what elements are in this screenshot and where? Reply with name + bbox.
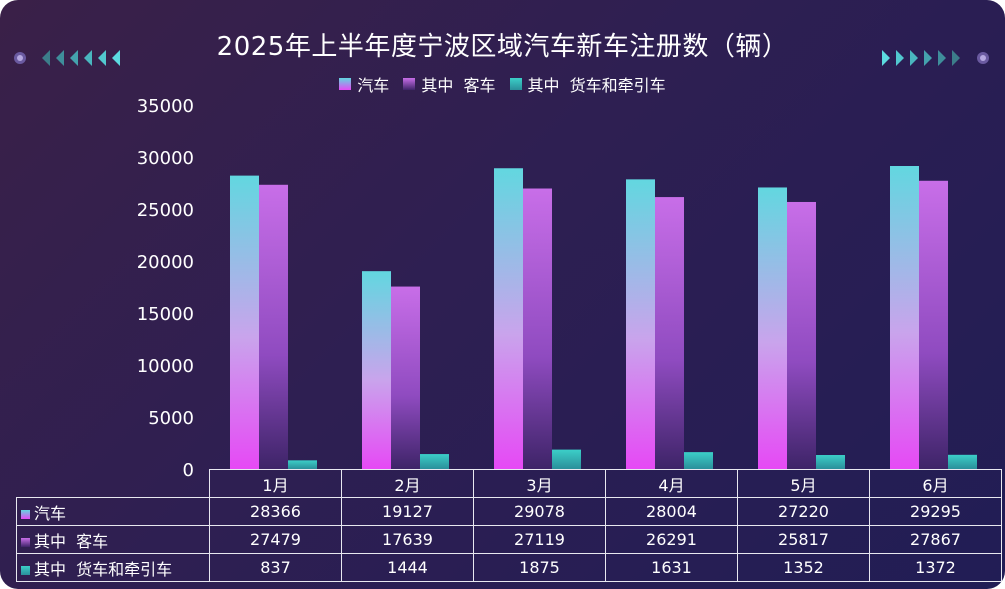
row-marker-bus: [21, 537, 30, 547]
y-tick-label: 10000: [136, 356, 194, 377]
table-cell: 1352: [737, 553, 870, 582]
table-row-header: 其中 货车和牵引车: [16, 553, 210, 582]
legend-item-car: 汽车: [339, 72, 389, 96]
bar-truck: [816, 455, 845, 469]
y-tick-label: 35000: [136, 96, 194, 117]
legend-item-bus: 其中 客车: [403, 72, 496, 96]
month-header: 2月: [341, 469, 474, 498]
table-header-row: 1月 2月 3月 4月 5月 6月: [16, 469, 1002, 498]
table-cell: 1875: [473, 553, 606, 582]
legend-label-car: 汽车: [357, 76, 390, 95]
table-cell: 17639: [341, 525, 474, 554]
y-tick-label: 30000: [136, 148, 194, 169]
legend-swatch-truck: [509, 78, 522, 90]
table-cell: 27119: [473, 525, 606, 554]
row-marker-car: [21, 509, 30, 519]
table-cell: 27220: [737, 497, 870, 526]
bar-car: [494, 168, 523, 469]
bar-car: [890, 166, 919, 470]
table-cell: 837: [209, 553, 342, 582]
table-cell: 27867: [869, 525, 1002, 554]
bar-bus: [655, 197, 684, 470]
legend-item-truck: 其中 货车和牵引车: [509, 72, 666, 96]
table-cell: 25817: [737, 525, 870, 554]
bar-car: [362, 271, 391, 469]
bar-bus: [391, 286, 420, 469]
table-cell: 27479: [209, 525, 342, 554]
row-marker-truck: [21, 565, 30, 575]
y-tick-label: 5000: [148, 408, 194, 429]
month-header: 6月: [869, 469, 1002, 498]
data-table: 1月 2月 3月 4月 5月 6月 汽车 28366 19127 29078 2…: [16, 469, 1002, 582]
y-tick-label: 25000: [136, 200, 194, 221]
month-header: 4月: [605, 469, 738, 498]
y-tick-label: 15000: [136, 304, 194, 325]
month-header: 1月: [209, 469, 342, 498]
row-label-bus: 其中 客车: [34, 531, 109, 551]
bar-truck: [552, 449, 581, 469]
bar-car: [626, 179, 655, 469]
table-corner: [16, 469, 210, 498]
bar-bus: [523, 188, 552, 469]
row-label-truck: 其中 货车和牵引车: [34, 559, 173, 579]
table-row: 其中 客车 27479 17639 27119 26291 25817 2786…: [16, 525, 1002, 554]
legend-swatch-car: [339, 78, 352, 90]
bar-truck: [684, 452, 713, 469]
bar-bus: [259, 184, 288, 469]
table-row: 汽车 28366 19127 29078 28004 27220 29295: [16, 497, 1002, 526]
legend-label-bus: 其中 客车: [421, 76, 496, 95]
bar-truck: [288, 460, 317, 469]
chart-legend: 汽车 其中 客车 其中 货车和牵引车: [0, 72, 1005, 96]
legend-label-truck: 其中 货车和牵引车: [527, 76, 666, 95]
table-cell: 28366: [209, 497, 342, 526]
bar-car: [230, 175, 259, 470]
legend-swatch-bus: [403, 78, 416, 90]
table-cell: 28004: [605, 497, 738, 526]
row-label-car: 汽车: [34, 503, 67, 523]
bar-bus: [787, 201, 816, 469]
bar-bus: [919, 180, 948, 469]
month-header: 5月: [737, 469, 870, 498]
table-cell: 26291: [605, 525, 738, 554]
chart-title: 2025年上半年度宁波区域汽车新车注册数（辆）: [216, 32, 789, 62]
table-row: 其中 货车和牵引车 837 1444 1875 1631 1352 1372: [16, 553, 1002, 582]
table-cell: 29078: [473, 497, 606, 526]
table-cell: 1631: [605, 553, 738, 582]
bar-truck: [948, 454, 977, 469]
table-cell: 19127: [341, 497, 474, 526]
month-header: 3月: [473, 469, 606, 498]
right-arrows-decoration: [882, 50, 989, 66]
table-row-header: 汽车: [16, 497, 210, 526]
table-row-header: 其中 客车: [16, 525, 210, 554]
bar-car: [758, 187, 787, 470]
bar-truck: [420, 454, 449, 469]
left-arrows-decoration: [14, 50, 120, 66]
y-tick-label: 20000: [136, 252, 194, 273]
table-cell: 1372: [869, 553, 1002, 582]
table-cell: 29295: [869, 497, 1002, 526]
table-cell: 1444: [341, 553, 474, 582]
